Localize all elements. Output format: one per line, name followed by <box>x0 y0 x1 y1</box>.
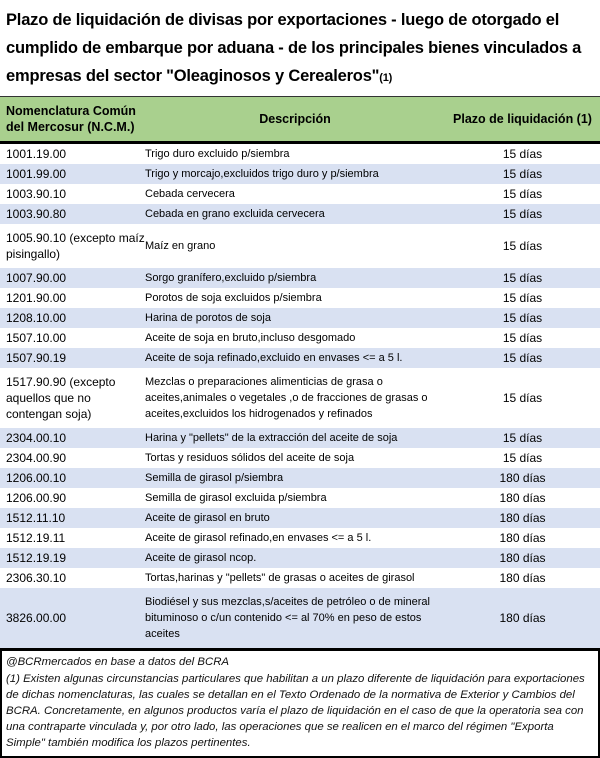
table-row: 1507.10.00 Aceite de soja en bruto,inclu… <box>0 328 600 348</box>
title-footnote-marker: (1) <box>379 72 393 84</box>
source-attribution: @BCRmercados en base a datos del BCRA <box>6 656 230 668</box>
plazo-cell: 180 días <box>499 571 546 585</box>
ncm-cell: 1517.90.90 (excepto aquellos que no cont… <box>6 375 116 421</box>
plazo-cell: 15 días <box>502 291 543 305</box>
ncm-cell: 1206.00.10 <box>6 471 67 485</box>
column-header-plazo: Plazo de liquidación (1) <box>453 112 592 126</box>
table-row: 2304.00.90 Tortas y residuos sólidos del… <box>0 448 600 468</box>
descripcion-cell: Mezclas o preparaciones alimenticias de … <box>145 376 428 420</box>
title-line-3-text: empresas del sector "Oleaginosos y Cerea… <box>6 67 380 85</box>
title-line-1: Plazo de liquidación de divisas por expo… <box>6 11 560 29</box>
plazo-cell: 15 días <box>502 187 543 201</box>
table-header-row: Nomenclatura Común del Mercosur (N.C.M.)… <box>0 96 600 144</box>
descripcion-cell: Aceite de girasol ncop. <box>145 552 257 564</box>
ncm-cell: 1001.19.00 <box>6 147 67 161</box>
table-row: 1001.99.00 Trigo y morcajo,excluidos tri… <box>0 164 600 184</box>
table-row: 1517.90.90 (excepto aquellos que no cont… <box>0 368 600 428</box>
plazo-cell: 15 días <box>502 351 543 365</box>
plazo-cell: 15 días <box>502 271 543 285</box>
table-row: 1512.19.19 Aceite de girasol ncop. 180 d… <box>0 548 600 568</box>
ncm-cell: 1001.99.00 <box>6 167 67 181</box>
ncm-cell: 2304.00.10 <box>6 431 67 445</box>
descripcion-cell: Maíz en grano <box>145 240 216 252</box>
plazo-cell: 15 días <box>502 431 543 445</box>
descripcion-cell: Cebada en grano excluida cervecera <box>145 208 325 220</box>
plazo-cell: 180 días <box>499 531 546 545</box>
plazo-cell: 180 días <box>499 511 546 525</box>
ncm-cell: 2306.30.10 <box>6 571 67 585</box>
table-row: 1206.00.90 Semilla de girasol excluida p… <box>0 488 600 508</box>
plazo-cell: 15 días <box>502 451 543 465</box>
footnotes: @BCRmercados en base a datos del BCRA (1… <box>0 648 600 758</box>
ncm-cell: 1003.90.10 <box>6 187 67 201</box>
table-row: 1003.90.10 Cebada cervecera 15 días <box>0 184 600 204</box>
plazo-cell: 15 días <box>502 391 543 405</box>
descripcion-cell: Aceite de soja refinado,excluido en enva… <box>145 352 403 364</box>
descripcion-cell: Tortas y residuos sólidos del aceite de … <box>145 452 355 464</box>
ncm-cell: 1512.19.19 <box>6 551 67 565</box>
table-row: 3826.00.00 Biodiésel y sus mezclas,s/ace… <box>0 588 600 648</box>
table-row: 2306.30.10 Tortas,harinas y "pellets" de… <box>0 568 600 588</box>
table-row: 1007.90.00 Sorgo granífero,excluido p/si… <box>0 268 600 288</box>
descripcion-cell: Aceite de girasol en bruto <box>145 512 270 524</box>
table-row: 1005.90.10 (excepto maíz pisingallo) Maí… <box>0 224 600 268</box>
table-row: 2304.00.10 Harina y "pellets" de la extr… <box>0 428 600 448</box>
descripcion-cell: Porotos de soja excluidos p/siembra <box>145 292 322 304</box>
descripcion-cell: Aceite de girasol refinado,en envases <=… <box>145 532 372 544</box>
descripcion-cell: Sorgo granífero,excluido p/siembra <box>145 272 317 284</box>
ncm-cell: 1512.11.10 <box>6 511 66 525</box>
footnote-1: (1) Existen algunas circunstancias parti… <box>6 673 585 749</box>
descripcion-cell: Aceite de soja en bruto,incluso desgomad… <box>145 332 356 344</box>
ncm-cell: 1507.10.00 <box>6 331 67 345</box>
table-row: 1001.19.00 Trigo duro excluido p/siembra… <box>0 144 600 164</box>
descripcion-cell: Harina de porotos de soja <box>145 312 271 324</box>
plazo-cell: 15 días <box>502 311 543 325</box>
plazo-cell: 15 días <box>502 207 543 221</box>
table-body: 1001.19.00 Trigo duro excluido p/siembra… <box>0 144 600 648</box>
plazo-cell: 15 días <box>502 331 543 345</box>
ncm-cell: 1208.10.00 <box>6 311 67 325</box>
descripcion-cell: Semilla de girasol excluida p/siembra <box>145 492 327 504</box>
plazo-cell: 15 días <box>502 167 543 181</box>
ncm-cell: 1201.90.00 <box>6 291 67 305</box>
ncm-cell: 1005.90.10 (excepto maíz pisingallo) <box>6 231 145 261</box>
plazo-cell: 180 días <box>499 491 546 505</box>
plazo-cell: 15 días <box>502 147 543 161</box>
title-line-3: empresas del sector "Oleaginosos y Cerea… <box>6 62 592 92</box>
ncm-cell: 1007.90.00 <box>6 271 67 285</box>
descripcion-cell: Biodiésel y sus mezclas,s/aceites de pet… <box>145 596 430 640</box>
table-row: 1206.00.10 Semilla de girasol p/siembra … <box>0 468 600 488</box>
column-header-descripcion: Descripción <box>259 112 331 126</box>
ncm-cell: 1512.19.11 <box>6 531 66 545</box>
descripcion-cell: Semilla de girasol p/siembra <box>145 472 284 484</box>
title-line-2: cumplido de embarque por aduana - de los… <box>6 39 582 57</box>
descripcion-cell: Harina y "pellets" de la extracción del … <box>145 432 398 444</box>
plazo-cell: 180 días <box>499 611 546 625</box>
plazo-cell: 180 días <box>499 471 546 485</box>
plazo-cell: 180 días <box>499 551 546 565</box>
descripcion-cell: Cebada cervecera <box>145 188 235 200</box>
ncm-cell: 2304.00.90 <box>6 451 67 465</box>
ncm-cell: 1507.90.19 <box>6 351 67 365</box>
ncm-cell: 1003.90.80 <box>6 207 67 221</box>
page-title: Plazo de liquidación de divisas por expo… <box>0 0 600 96</box>
table-row: 1003.90.80 Cebada en grano excluida cerv… <box>0 204 600 224</box>
table-row: 1512.11.10 Aceite de girasol en bruto 18… <box>0 508 600 528</box>
ncm-cell: 1206.00.90 <box>6 491 67 505</box>
descripcion-cell: Trigo duro excluido p/siembra <box>145 148 290 160</box>
table-row: 1512.19.11 Aceite de girasol refinado,en… <box>0 528 600 548</box>
descripcion-cell: Trigo y morcajo,excluidos trigo duro y p… <box>145 168 379 180</box>
table-row: 1507.90.19 Aceite de soja refinado,exclu… <box>0 348 600 368</box>
plazo-cell: 15 días <box>502 239 543 253</box>
descripcion-cell: Tortas,harinas y "pellets" de grasas o a… <box>145 572 415 584</box>
ncm-cell: 3826.00.00 <box>6 611 67 625</box>
table-row: 1201.90.00 Porotos de soja excluidos p/s… <box>0 288 600 308</box>
table-row: 1208.10.00 Harina de porotos de soja 15 … <box>0 308 600 328</box>
column-header-ncm: Nomenclatura Común del Mercosur (N.C.M.) <box>6 104 136 134</box>
